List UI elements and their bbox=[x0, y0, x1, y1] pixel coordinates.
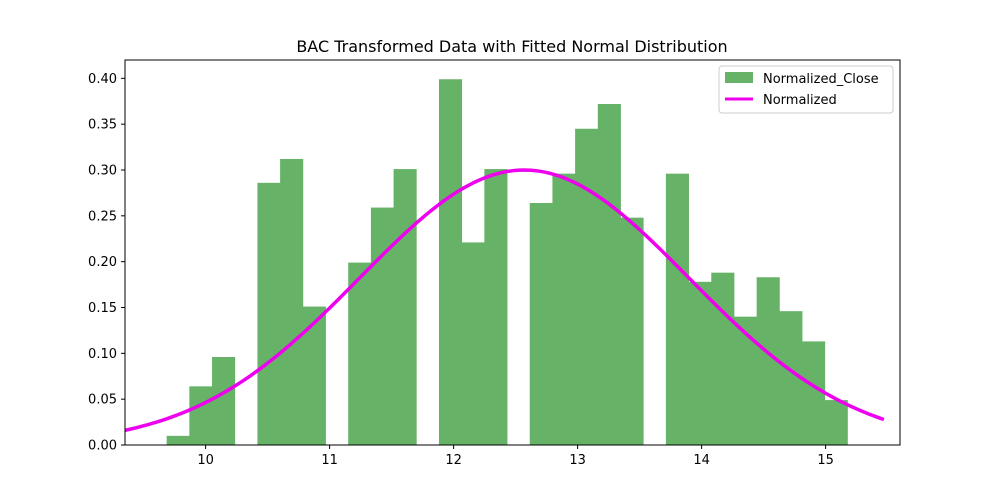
y-tick-label: 0.40 bbox=[88, 72, 117, 87]
legend-box bbox=[718, 65, 894, 114]
histogram-bar bbox=[779, 311, 803, 445]
legend-label-normalized: Normalized bbox=[763, 93, 837, 108]
y-tick-label: 0.35 bbox=[88, 118, 117, 133]
x-tick-label: 10 bbox=[197, 453, 214, 468]
fitted-normal-curve bbox=[124, 168, 885, 433]
y-tick-label: 0.30 bbox=[88, 164, 117, 179]
histogram-bar bbox=[597, 104, 621, 445]
plot-frame bbox=[124, 59, 901, 446]
histogram-bar bbox=[461, 242, 485, 445]
fitted-curve-group bbox=[124, 168, 885, 433]
histogram-bar bbox=[529, 203, 553, 445]
y-tick-label: 0.25 bbox=[88, 209, 117, 224]
y-tick-label: 0.00 bbox=[88, 439, 117, 454]
histogram-bar bbox=[711, 272, 735, 445]
histogram-bar bbox=[620, 217, 644, 445]
histogram-bar bbox=[733, 316, 758, 445]
histogram-bars bbox=[166, 79, 848, 446]
x-tick-label: 13 bbox=[569, 453, 586, 468]
histogram-bar bbox=[552, 173, 576, 445]
histogram-bar bbox=[824, 400, 848, 445]
histogram-bar bbox=[756, 277, 780, 445]
histogram-bar bbox=[166, 435, 190, 445]
x-tick-label: 12 bbox=[445, 453, 462, 468]
histogram-bar bbox=[575, 128, 599, 445]
x-axis-ticks: 10 11 12 13 14 15 bbox=[197, 445, 834, 468]
legend-label-normalized-close: Normalized_Close bbox=[763, 72, 879, 87]
histogram-bar bbox=[688, 281, 712, 445]
y-tick-label: 0.15 bbox=[88, 301, 117, 316]
x-tick-label: 14 bbox=[693, 453, 710, 468]
histogram-bar bbox=[370, 207, 394, 445]
histogram-bar bbox=[665, 173, 689, 445]
y-tick-label: 0.10 bbox=[88, 347, 117, 362]
histogram-bar bbox=[280, 159, 304, 445]
histogram-bar bbox=[484, 169, 508, 446]
legend-swatch-normalized-close bbox=[725, 72, 753, 83]
legend: Normalized_Close Normalized bbox=[718, 65, 894, 114]
histogram-bar bbox=[438, 79, 463, 445]
y-tick-label: 0.05 bbox=[88, 393, 117, 408]
y-tick-label: 0.20 bbox=[88, 255, 117, 270]
histogram-bar bbox=[348, 262, 372, 445]
histogram-bar bbox=[302, 306, 326, 445]
histogram-bar bbox=[257, 182, 281, 446]
histogram-bar bbox=[212, 357, 236, 445]
histogram-bar bbox=[189, 386, 213, 445]
x-tick-label: 11 bbox=[321, 453, 338, 468]
chart-title: BAC Transformed Data with Fitted Normal … bbox=[296, 37, 727, 56]
histogram-bar bbox=[393, 169, 417, 446]
histogram-bar bbox=[802, 341, 826, 445]
y-axis-ticks: 0.00 0.05 0.10 0.15 0.20 0.25 0.30 0.35 0.40 bbox=[88, 72, 125, 454]
axes bbox=[124, 59, 901, 446]
x-tick-label: 15 bbox=[817, 453, 834, 468]
